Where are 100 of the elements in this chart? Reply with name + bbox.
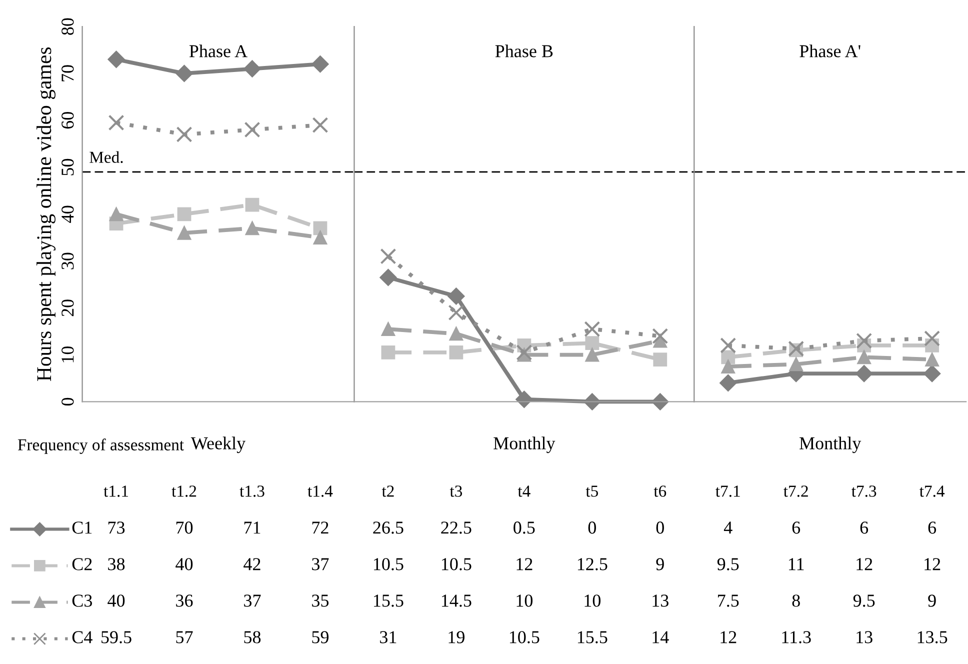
data-label: 37 xyxy=(312,558,329,570)
point xyxy=(720,337,736,354)
data-label: 10 xyxy=(584,594,600,607)
data-label: 9.5 xyxy=(853,594,875,607)
data-label: 58 xyxy=(244,631,261,644)
data-label: 10.5 xyxy=(510,631,540,644)
data-label: 37 xyxy=(244,594,261,607)
data-label: 12 xyxy=(856,558,872,570)
legend-label: C1 xyxy=(72,522,92,534)
data-label: 15.5 xyxy=(578,631,608,644)
point xyxy=(856,332,872,349)
data-label: 70 xyxy=(176,522,193,534)
ref-line-label: Med. xyxy=(90,151,123,163)
text: Monthly xyxy=(800,436,862,454)
x-tick-label: t1.1 xyxy=(104,486,128,497)
point xyxy=(585,336,600,350)
data-label: 38 xyxy=(108,558,125,570)
point xyxy=(312,56,329,73)
data-label: 10.5 xyxy=(442,558,472,570)
x-tick-label: t7.4 xyxy=(920,486,945,497)
x-tick-label: t7.1 xyxy=(716,486,740,497)
data-label: 73 xyxy=(108,522,125,534)
point xyxy=(584,321,600,338)
point xyxy=(721,360,736,374)
data-label: 9 xyxy=(928,594,936,607)
data-label: 35 xyxy=(312,594,329,607)
point xyxy=(109,207,124,222)
x-tick-label: t1.3 xyxy=(240,486,264,497)
point xyxy=(516,344,532,360)
data-label: 10.5 xyxy=(374,558,404,570)
data-label: 13 xyxy=(652,594,668,607)
y-tick-label: 20 xyxy=(62,300,74,316)
legend-label: C3 xyxy=(72,594,92,607)
point xyxy=(381,346,396,360)
point xyxy=(380,248,396,264)
data-label: 6 xyxy=(792,522,800,534)
data-label: 59.5 xyxy=(102,631,132,644)
data-label: 13 xyxy=(856,631,872,644)
text: Phase A' xyxy=(800,44,860,58)
data-label: 15.5 xyxy=(374,594,404,607)
data-label: 31 xyxy=(380,631,396,644)
legend-label: C2 xyxy=(72,558,92,570)
data-label: 11.3 xyxy=(782,631,811,644)
point xyxy=(857,350,872,364)
y-tick-label: 10 xyxy=(62,346,74,362)
point xyxy=(449,346,464,360)
data-label: 6 xyxy=(928,522,936,534)
data-label: 7.5 xyxy=(718,594,739,607)
text: Monthly xyxy=(494,436,556,454)
data-label: 9 xyxy=(656,558,664,570)
data-label: 0 xyxy=(656,522,664,534)
data-label: 8 xyxy=(792,594,800,607)
x-tick-label: t2 xyxy=(382,486,394,497)
data-label: 13.5 xyxy=(918,631,948,644)
data-label: 12 xyxy=(924,558,940,570)
y-tick-label: 70 xyxy=(62,65,74,82)
y-tick-label: 0 xyxy=(62,398,74,406)
legend-label: C4 xyxy=(72,631,92,644)
text: Phase A xyxy=(189,44,248,58)
point xyxy=(449,326,464,341)
data-label: 12 xyxy=(720,631,736,644)
data-label: 11 xyxy=(789,558,804,570)
data-label: 0 xyxy=(588,522,596,534)
data-label: 14.5 xyxy=(442,594,472,607)
text: Weekly xyxy=(190,436,246,454)
data-label: 40 xyxy=(108,594,125,607)
point xyxy=(177,226,192,240)
data-label: 40 xyxy=(176,558,193,570)
point xyxy=(720,374,737,392)
point xyxy=(108,114,124,131)
point xyxy=(789,357,804,372)
point xyxy=(652,328,668,344)
point xyxy=(924,330,940,346)
x-tick-label: t4 xyxy=(518,486,530,497)
data-label: 0.5 xyxy=(514,522,535,534)
x-tick-label: t7.2 xyxy=(784,486,808,497)
point xyxy=(925,352,940,366)
data-label: 26.5 xyxy=(373,522,404,534)
data-label: 12.5 xyxy=(578,558,608,570)
y-tick-label: 80 xyxy=(62,18,74,35)
point xyxy=(313,230,328,245)
point xyxy=(108,50,125,68)
data-label: 19 xyxy=(448,631,464,644)
point xyxy=(380,268,397,286)
x-tick-label: t3 xyxy=(450,486,462,497)
data-label: 72 xyxy=(312,522,328,534)
point xyxy=(585,348,600,362)
data-label: 14 xyxy=(652,631,669,644)
data-label: 10 xyxy=(516,594,533,607)
y-tick-label: 60 xyxy=(62,112,74,129)
data-label: 4 xyxy=(724,522,732,534)
text: Frequency of assessment xyxy=(18,438,184,454)
y-tick-label: 40 xyxy=(62,206,74,223)
x-tick-label: t5 xyxy=(586,486,598,497)
x-tick-label: t1.2 xyxy=(172,486,196,497)
point xyxy=(245,198,260,212)
point xyxy=(448,288,465,305)
data-label: 57 xyxy=(176,631,193,644)
point xyxy=(176,64,193,82)
y-axis-title: Hours spent playing online video games xyxy=(36,47,56,382)
